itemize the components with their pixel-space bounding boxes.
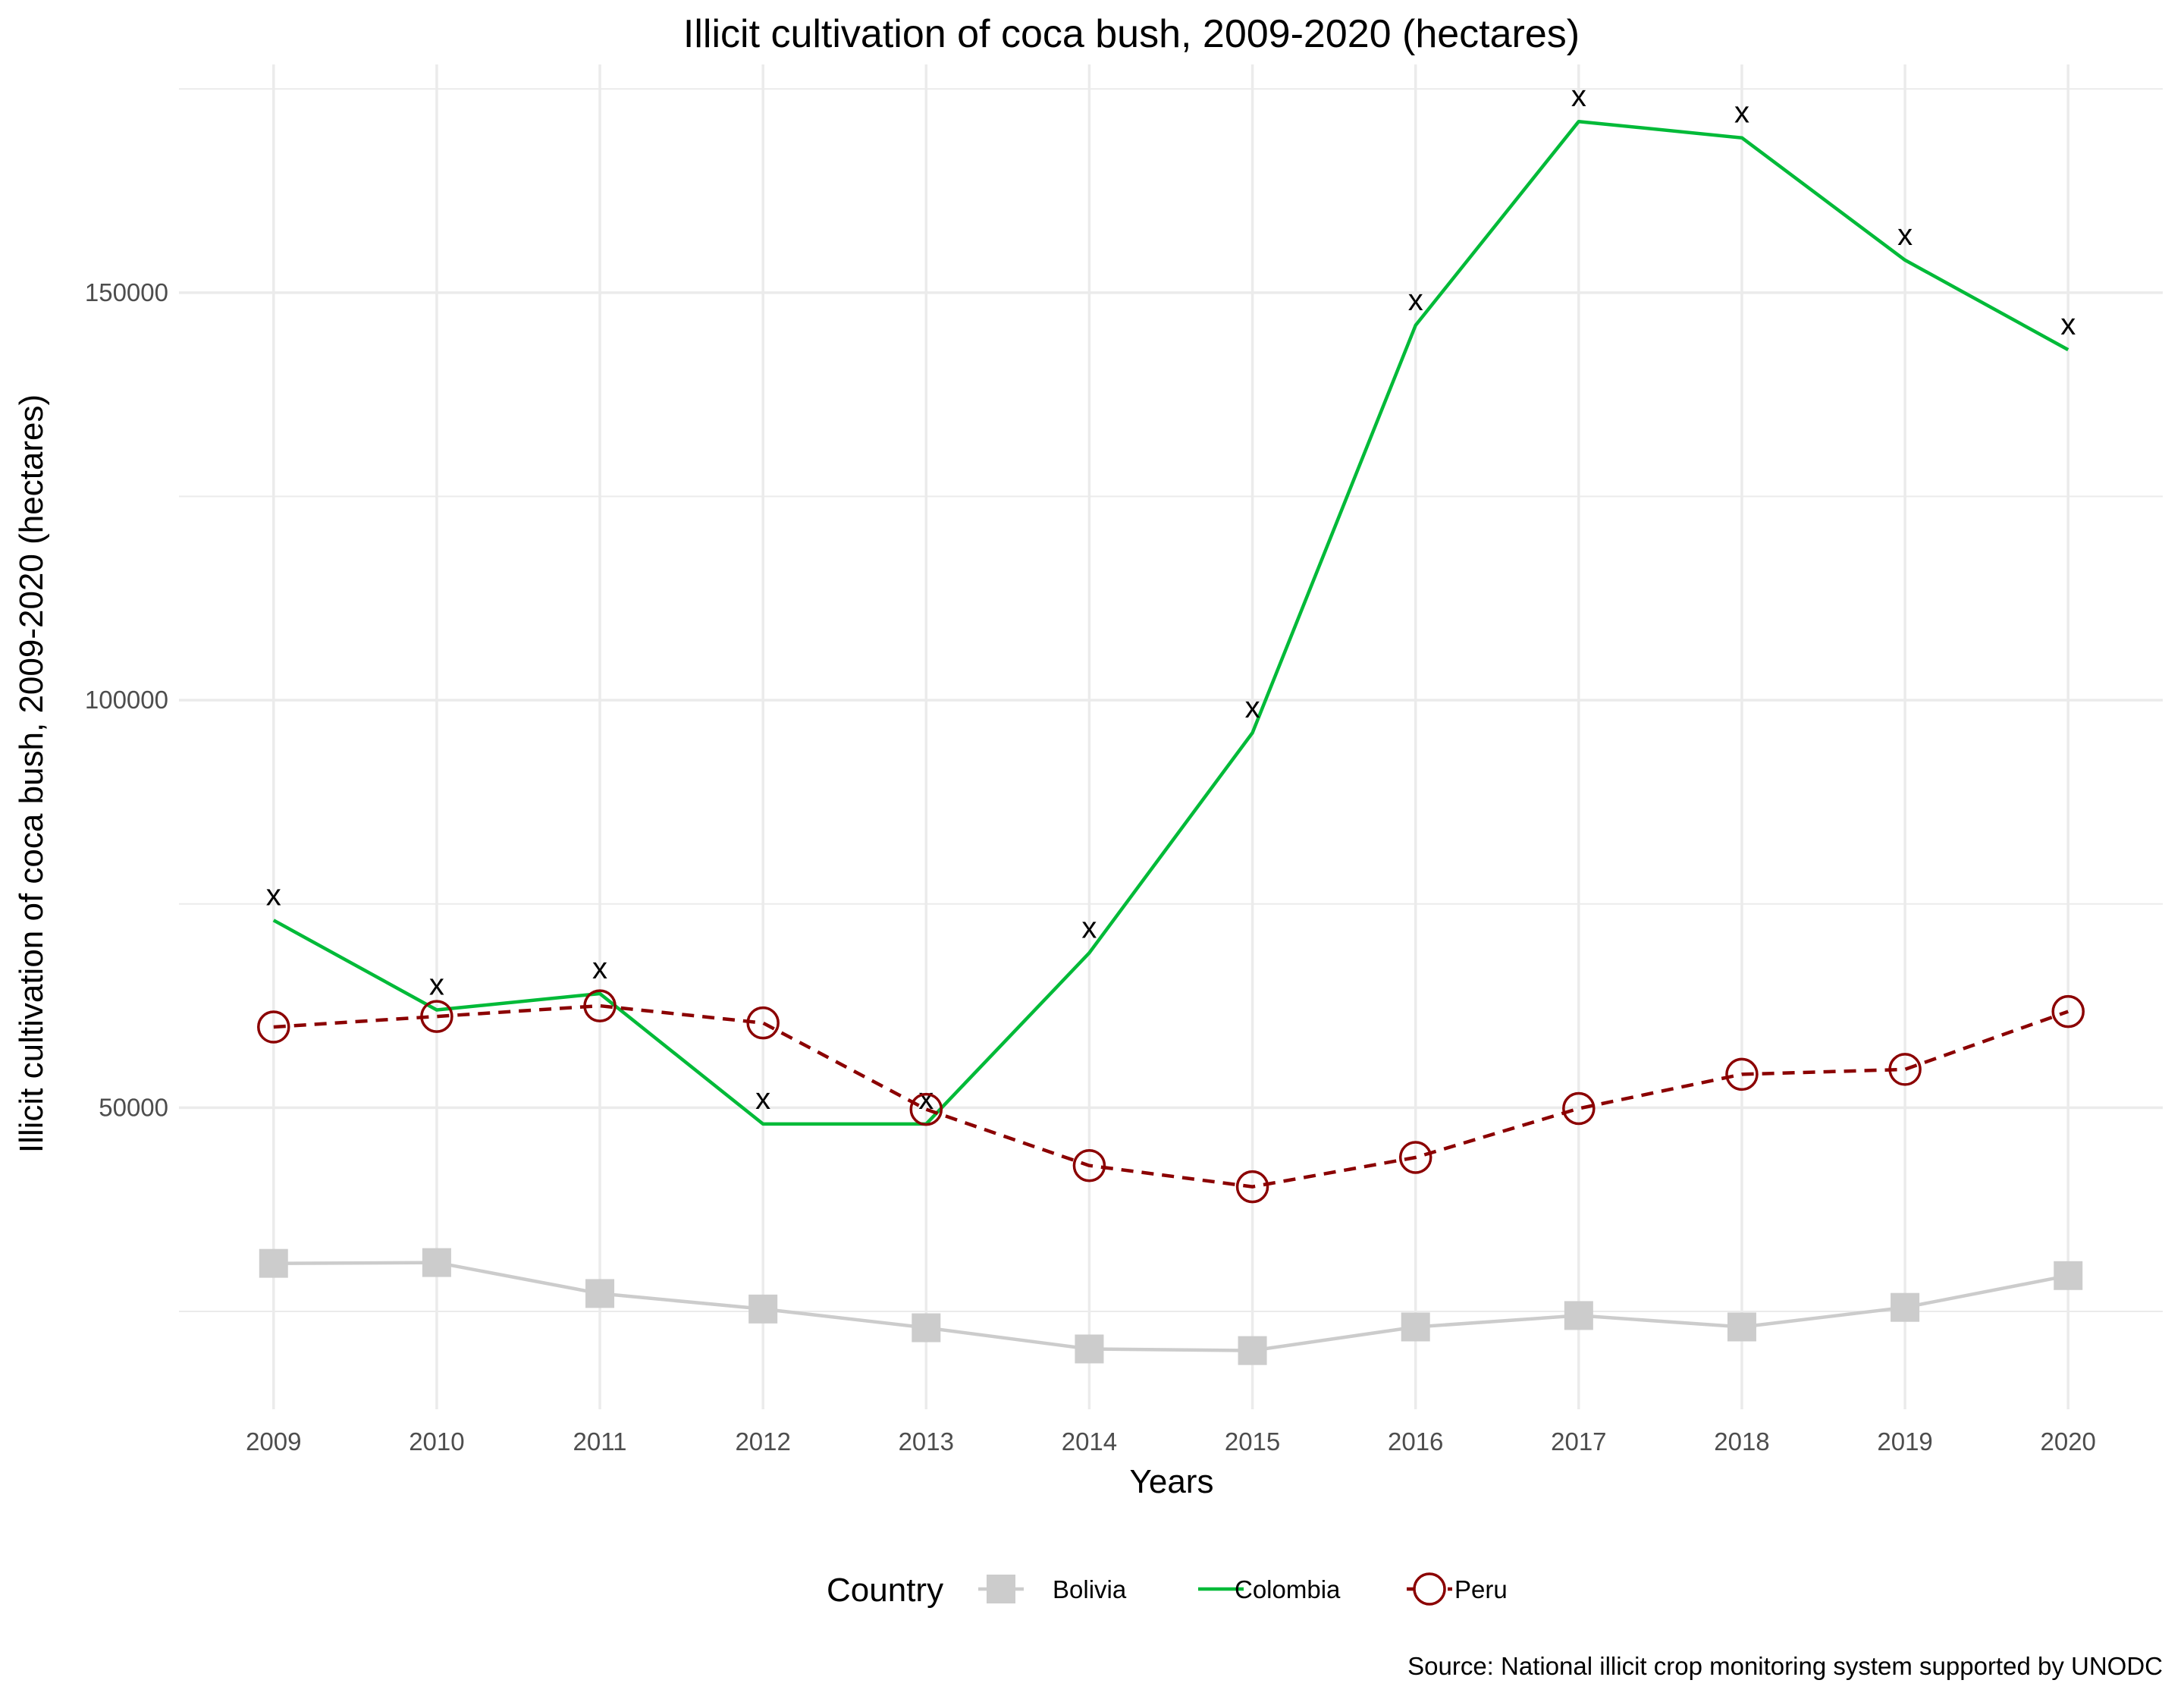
data-point-bolivia [1238,1336,1267,1365]
data-point-peru [1888,1053,1922,1086]
legend-label: Colombia [1235,1575,1341,1603]
data-point-peru [1398,1141,1432,1174]
series-peru [257,989,2085,1204]
data-point-colombia: x [755,1082,770,1116]
chart-title: Illicit cultivation of coca bush, 2009-2… [683,12,1580,56]
data-point-bolivia [1891,1292,1920,1322]
data-point-bolivia [1075,1334,1104,1364]
legend-item-peru: Peru [1407,1572,1508,1606]
series-colombia: x x x x x x x x x x x x [266,80,2076,1126]
x-axis-title: Years [1130,1463,1214,1500]
legend-label: Bolivia [1053,1575,1127,1603]
data-point-bolivia [748,1294,778,1324]
data-point-peru [2051,994,2085,1029]
data-point-peru [1235,1170,1269,1204]
y-tick-label: 50000 [99,1093,168,1121]
data-point-bolivia [422,1248,451,1277]
x-tick-label: 2019 [1877,1427,1932,1456]
data-point-peru [909,1092,943,1126]
data-point-peru [1725,1057,1759,1091]
x-tick-label: 2020 [2041,1427,2096,1456]
data-point-colombia: x [592,952,607,985]
x-tick-label: 2014 [1062,1427,1117,1456]
x-tick-label: 2010 [409,1427,464,1456]
legend-key-marker [1413,1572,1446,1606]
series-line-bolivia [273,1261,2069,1352]
series-layer: x x x x x x x x x x x x [257,80,2085,1365]
data-point-peru [257,1010,290,1044]
x-tick-label: 2016 [1388,1427,1443,1456]
data-point-peru [746,1006,780,1040]
data-point-colombia: x [1081,911,1097,944]
data-point-colombia: x [266,878,281,912]
x-tick-label: 2012 [735,1427,790,1456]
legend-item-colombia: Colombia [1198,1575,1341,1603]
y-axis-tick-labels: 50000 100000 150000 [85,278,168,1122]
legend-item-bolivia: Bolivia [978,1575,1127,1603]
data-point-bolivia [2054,1261,2083,1290]
chart-caption: Source: National illicit crop monitoring… [1407,1652,2163,1680]
data-point-bolivia [912,1313,941,1343]
x-tick-label: 2015 [1225,1427,1280,1456]
x-tick-label: 2011 [573,1427,627,1456]
data-point-colombia: x [429,968,444,1001]
y-tick-label: 150000 [85,278,168,306]
x-tick-label: 2018 [1714,1427,1769,1456]
data-point-peru [583,989,617,1022]
data-point-bolivia [585,1279,615,1308]
x-axis-tick-labels: 2009 2010 2011 2012 2013 2014 2015 2016 2017 2018… [246,1427,2096,1456]
series-bolivia [259,1248,2083,1365]
legend-key-marker [987,1575,1015,1603]
series-line-colombia [272,119,2069,1126]
data-point-bolivia [259,1248,288,1278]
x-tick-label: 2013 [899,1427,954,1456]
x-tick-label: 2009 [246,1427,301,1456]
data-point-bolivia [1401,1312,1430,1342]
data-point-peru [1072,1148,1106,1182]
data-point-colombia: x [1408,284,1423,317]
series-line-peru [273,1003,2069,1189]
y-tick-label: 100000 [85,686,168,714]
data-point-colombia: x [1571,80,1586,113]
legend-title: Country [827,1572,943,1609]
data-point-bolivia [1727,1312,1756,1342]
legend: Country Bolivia Colombia Peru [827,1572,1508,1609]
data-point-bolivia [1564,1301,1593,1330]
grid [179,64,2163,1409]
data-point-colombia: x [1734,96,1749,130]
data-point-colombia: x [918,1082,934,1116]
legend-label: Peru [1454,1575,1508,1603]
x-tick-label: 2017 [1551,1427,1606,1456]
data-point-peru [420,1000,453,1033]
data-point-colombia: x [1245,691,1260,724]
data-point-colombia: x [2060,308,2076,341]
data-point-peru [1562,1091,1596,1126]
y-axis-title: Illicit cultivation of coca bush, 2009-2… [13,394,50,1153]
data-point-colombia: x [1897,218,1913,252]
